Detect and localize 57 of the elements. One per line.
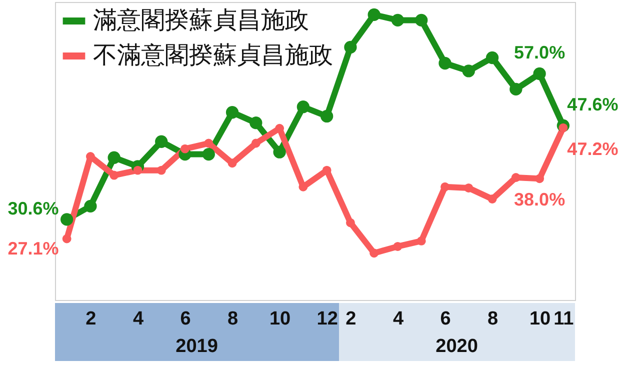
point [346,218,355,228]
point [440,182,450,192]
point [108,151,120,164]
point [438,56,452,70]
x-tick-label: 10 [269,308,291,330]
data-label: 57.0% [514,42,566,63]
point [535,174,544,184]
point [511,173,520,182]
text: 2020 [338,333,575,361]
point [60,213,74,226]
point [251,138,260,148]
x-tick-label: 6 [440,308,451,330]
x-tick-label: 8 [487,308,498,330]
x-tick-label: 8 [227,308,238,330]
point [510,82,522,96]
x-tick-label: 2 [346,308,356,330]
point [416,236,426,246]
point [296,100,310,114]
point [368,8,380,22]
x-tick-label: 10 [529,308,551,330]
legend-label: 滿意閣揆蘇貞昌施政 [93,7,309,34]
point [228,158,237,168]
point [370,248,379,258]
data-label: 47.2% [567,138,618,159]
point [84,200,97,212]
x-tick-label: 6 [180,308,191,330]
point [250,116,262,130]
point [464,184,474,192]
point [110,170,119,180]
x-tick-label: 2 [86,308,96,330]
point [202,148,215,161]
point [180,144,190,154]
point [155,135,168,148]
point [415,14,428,27]
data-label: 38.0% [514,190,566,210]
text: 2019 [55,333,339,361]
x-tick-label: 4 [132,308,144,330]
data-label: 30.6% [8,198,59,218]
point [391,14,404,27]
point [226,106,239,119]
point [62,234,72,244]
point [320,110,334,123]
data-label: 47.6% [567,94,618,115]
point [393,242,402,251]
x-tick-label: 11 [554,308,574,330]
point [273,146,286,158]
data-label: 27.1% [8,238,59,259]
x-tick-label: 4 [392,308,404,330]
point [488,194,497,204]
point [156,166,166,175]
point [204,138,214,148]
legend-label: 不滿意閣揆蘇貞昌施政 [93,42,333,69]
point [533,67,546,80]
point [486,51,499,64]
x-tick-label: 12 [316,308,338,330]
point [462,64,475,78]
point [344,40,357,54]
